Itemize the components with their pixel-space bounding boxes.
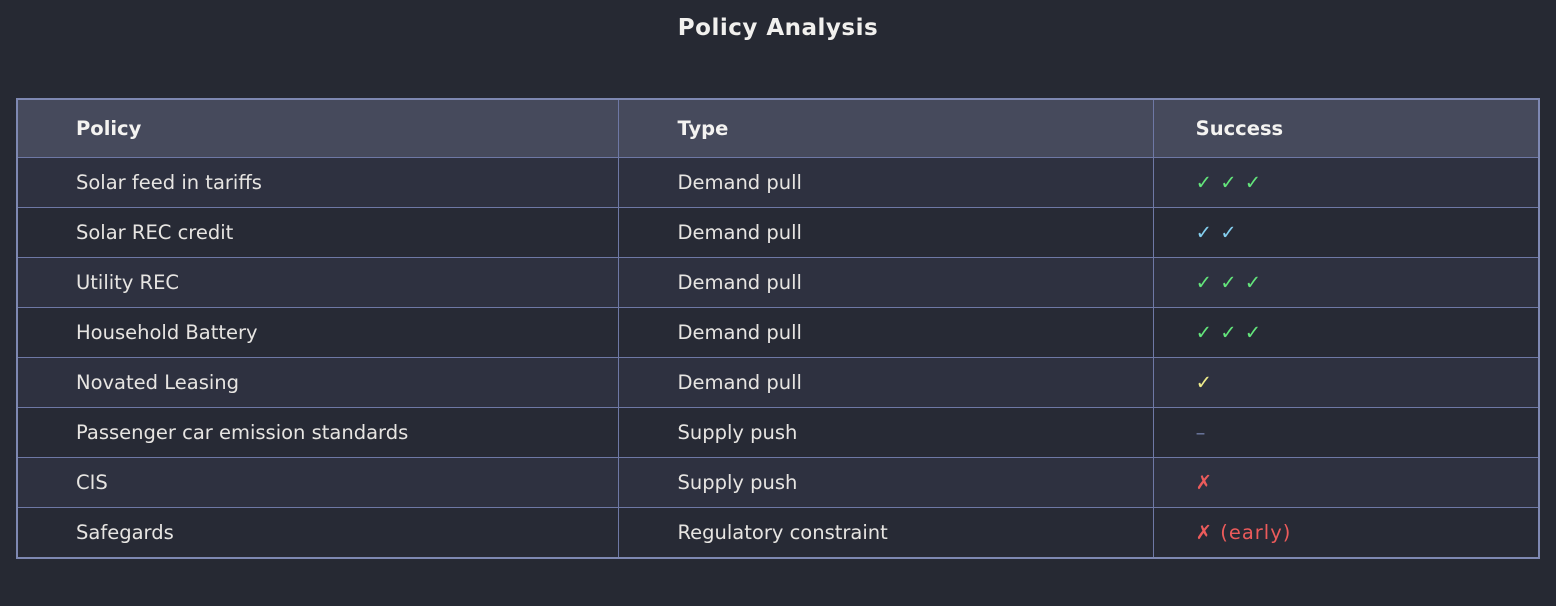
cell-type: Demand pull: [618, 207, 1154, 258]
cell-policy: Passenger car emission standards: [16, 407, 620, 458]
column-header-success: Success: [1152, 98, 1540, 158]
table-row: Safegards Regulatory constraint ✗ (early…: [16, 507, 1540, 559]
cell-type: Demand pull: [618, 157, 1154, 208]
cell-success: ✓: [1152, 357, 1540, 408]
table-row: Household Battery Demand pull ✓ ✓ ✓: [16, 307, 1540, 358]
cell-type: Demand pull: [618, 307, 1154, 358]
cell-success: ✓ ✓: [1152, 207, 1540, 258]
cell-type: Demand pull: [618, 257, 1154, 308]
cell-type: Demand pull: [618, 357, 1154, 408]
table-row: Novated Leasing Demand pull ✓: [16, 357, 1540, 408]
cell-success: ✗ (early): [1152, 507, 1540, 559]
column-header-policy: Policy: [16, 98, 620, 158]
cell-policy: CIS: [16, 457, 620, 508]
cell-success: ✓ ✓ ✓: [1152, 157, 1540, 208]
cell-type: Supply push: [618, 407, 1154, 458]
table-body: Solar feed in tariffs Demand pull ✓ ✓ ✓ …: [16, 157, 1540, 559]
page-title: Policy Analysis: [677, 15, 879, 41]
table-row: Passenger car emission standards Supply …: [16, 407, 1540, 458]
cell-type: Supply push: [618, 457, 1154, 508]
table-row: Solar feed in tariffs Demand pull ✓ ✓ ✓: [16, 157, 1540, 208]
policy-table: Policy Type Success Solar feed in tariff…: [16, 98, 1540, 559]
header-row: Policy Type Success: [16, 98, 1540, 158]
cell-type: Regulatory constraint: [618, 507, 1154, 559]
table-row: Solar REC credit Demand pull ✓ ✓: [16, 207, 1540, 258]
cell-policy: Novated Leasing: [16, 357, 620, 408]
cell-success: ✗: [1152, 457, 1540, 508]
cell-success: ✓ ✓ ✓: [1152, 257, 1540, 308]
cell-policy: Solar feed in tariffs: [16, 157, 620, 208]
cell-policy: Solar REC credit: [16, 207, 620, 258]
table-row: CIS Supply push ✗: [16, 457, 1540, 508]
cell-policy: Utility REC: [16, 257, 620, 308]
table-header: Policy Type Success: [16, 98, 1540, 158]
cell-policy: Household Battery: [16, 307, 620, 358]
column-header-type: Type: [618, 98, 1154, 158]
cell-success: ✓ ✓ ✓: [1152, 307, 1540, 358]
table-row: Utility REC Demand pull ✓ ✓ ✓: [16, 257, 1540, 308]
cell-success: –: [1152, 407, 1540, 458]
cell-policy: Safegards: [16, 507, 620, 559]
